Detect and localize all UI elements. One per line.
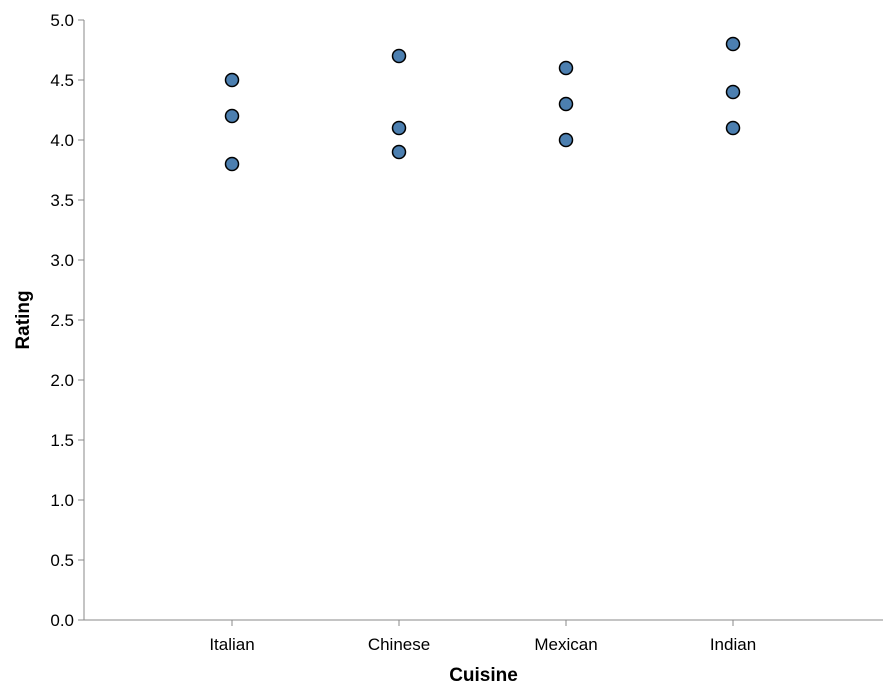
x-axis-title: Cuisine [449, 665, 518, 686]
y-tick-label: 2.0 [50, 371, 74, 390]
y-tick-label: 4.0 [50, 131, 74, 150]
data-point [391, 120, 407, 136]
data-point [558, 60, 574, 76]
data-points [224, 36, 741, 172]
y-tick-label: 0.5 [50, 551, 74, 570]
x-tick-label: Italian [209, 635, 254, 654]
x-tick-label: Mexican [534, 635, 597, 654]
data-point [224, 72, 240, 88]
y-tick-label: 0.0 [50, 611, 74, 630]
x-axis-ticks: Italian Chinese Mexican Indian [209, 620, 756, 654]
x-tick-label: Chinese [368, 635, 430, 654]
data-point [725, 120, 741, 136]
y-tick-label: 3.0 [50, 251, 74, 270]
y-tick-label: 1.5 [50, 431, 74, 450]
data-point [725, 84, 741, 100]
y-tick-label: 4.5 [50, 71, 74, 90]
x-tick-label: Indian [710, 635, 756, 654]
data-point [391, 48, 407, 64]
data-point [391, 144, 407, 160]
y-tick-label: 1.0 [50, 491, 74, 510]
data-point [224, 108, 240, 124]
y-tick-label: 2.5 [50, 311, 74, 330]
data-point [725, 36, 741, 52]
data-point [558, 96, 574, 112]
y-axis-title: Rating [13, 290, 34, 349]
data-point [224, 156, 240, 172]
y-tick-label: 5.0 [50, 11, 74, 30]
y-tick-label: 3.5 [50, 191, 74, 210]
y-axis-ticks: 0.0 0.5 1.0 1.5 2.0 2.5 3.0 3.5 4.0 4.5 5.0 [50, 11, 84, 630]
data-point [558, 132, 574, 148]
